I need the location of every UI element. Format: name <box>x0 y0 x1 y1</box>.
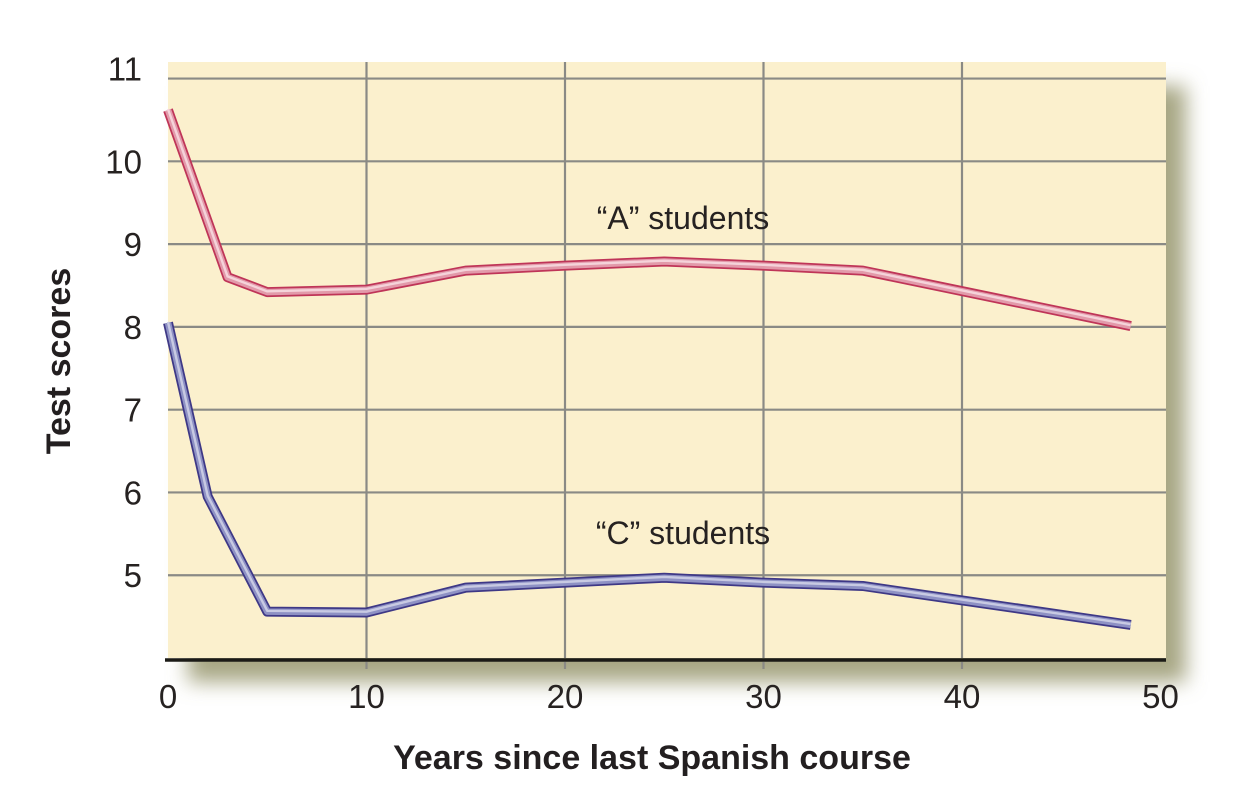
x-axis-tick-labels: 0 10 20 30 40 50 <box>159 678 1179 715</box>
vertical-gridlines <box>365 62 964 658</box>
x-tick-label-10: 10 <box>348 678 385 715</box>
x-tick-label-50: 50 <box>1142 678 1179 715</box>
x-tick-label-30: 30 <box>745 678 782 715</box>
x-tick-label-0: 0 <box>159 678 177 715</box>
series-c-label: “C” students <box>596 515 770 551</box>
plot-background <box>168 62 1166 658</box>
y-tick-label-6: 6 <box>124 474 142 511</box>
y-tick-label-8: 8 <box>124 309 142 346</box>
y-tick-label-5: 5 <box>124 557 142 594</box>
series-0-layer-2 <box>166 108 1131 327</box>
horizontal-gridlines <box>168 77 1166 577</box>
data-series <box>163 108 1132 630</box>
x-axis-title: Years since last Spanish course <box>393 739 911 777</box>
series-1-layer-2 <box>166 321 1131 626</box>
y-axis-tick-labels: 5 6 7 8 9 10 11 <box>105 51 142 595</box>
y-tick-label-9: 9 <box>124 226 142 263</box>
y-axis-title: Test scores <box>40 268 78 454</box>
y-tick-label-11: 11 <box>108 51 142 88</box>
x-tick-label-20: 20 <box>547 678 584 715</box>
x-axis-tick-marks <box>365 662 964 669</box>
x-tick-label-40: 40 <box>944 678 981 715</box>
y-tick-label-7: 7 <box>124 392 142 429</box>
series-a-label: “A” students <box>597 200 770 236</box>
y-tick-label-10: 10 <box>105 143 142 180</box>
